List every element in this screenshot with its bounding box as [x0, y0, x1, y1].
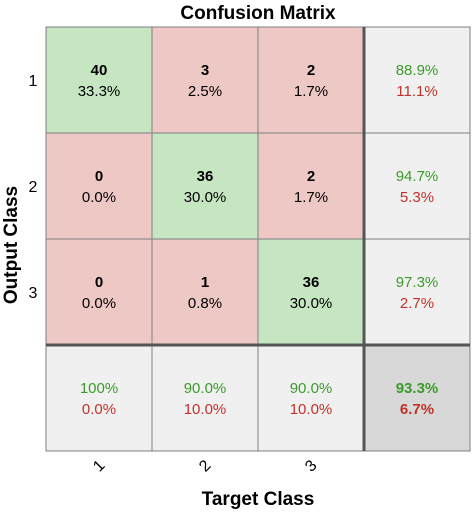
column-summary-incorrect: 10.0% [184, 401, 227, 418]
cell-percent: 1.7% [294, 83, 328, 100]
overall-correct: 93.3% [396, 380, 439, 397]
row-summary-cell [363, 238, 471, 346]
matrix-cell [151, 238, 259, 346]
cell-count: 36 [197, 168, 214, 185]
column-summary-cell [151, 344, 259, 452]
cell-count: 0 [95, 168, 103, 185]
column-summary-correct: 90.0% [290, 380, 333, 397]
cell-percent: 0.0% [82, 295, 116, 312]
chart-title: Confusion Matrix [180, 3, 336, 24]
cell-percent: 2.5% [188, 83, 222, 100]
matrix-grid: 40 33.3% 3 2.5% 2 1.7% 0 0.0% 36 30.0% 2 1.7% 0 0.0% 1… [45, 26, 471, 452]
matrix-cell [257, 132, 365, 240]
x-tick-label: 1 [90, 457, 108, 475]
cell-percent: 1.7% [294, 189, 328, 206]
row-summary-correct: 94.7% [396, 168, 439, 185]
matrix-cell [45, 238, 153, 346]
y-tick-label: 3 [29, 285, 38, 302]
matrix-cell [257, 238, 365, 346]
row-summary-correct: 97.3% [396, 274, 439, 291]
matrix-cell [257, 26, 365, 134]
x-tick-label: 3 [302, 457, 320, 475]
cell-count: 36 [303, 274, 320, 291]
cell-count: 1 [201, 274, 209, 291]
row-summary-incorrect: 2.7% [400, 295, 434, 312]
row-summary-cell [363, 132, 471, 240]
overall-incorrect: 6.7% [400, 401, 434, 418]
cell-percent: 0.8% [188, 295, 222, 312]
row-summary-incorrect: 11.1% [396, 83, 437, 100]
row-summary-incorrect: 5.3% [400, 189, 434, 206]
matrix-cell [45, 26, 153, 134]
matrix-cell [151, 132, 259, 240]
cell-percent: 33.3% [78, 83, 121, 100]
cell-count: 40 [91, 62, 108, 79]
matrix-cell [151, 26, 259, 134]
column-summary-cell [45, 344, 153, 452]
cell-count: 3 [201, 62, 209, 79]
column-summary-correct: 100% [80, 380, 118, 397]
column-summary-incorrect: 10.0% [290, 401, 333, 418]
cell-count: 2 [307, 62, 315, 79]
cell-percent: 30.0% [290, 295, 333, 312]
column-summary-correct: 90.0% [184, 380, 227, 397]
column-summary-cell [257, 344, 365, 452]
cell-count: 2 [307, 168, 315, 185]
column-summary-incorrect: 0.0% [82, 401, 116, 418]
y-tick-label: 2 [29, 179, 38, 196]
row-summary-correct: 88.9% [396, 62, 439, 79]
cell-percent: 0.0% [82, 189, 116, 206]
row-summary-cell [363, 26, 471, 134]
cell-count: 0 [95, 274, 103, 291]
overall-summary-cell [363, 344, 471, 452]
y-axis-label: Output Class [1, 186, 22, 304]
x-tick-label: 2 [196, 457, 214, 475]
cell-percent: 30.0% [184, 189, 227, 206]
y-tick-label: 1 [29, 73, 38, 90]
matrix-cell [45, 132, 153, 240]
x-axis-label: Target Class [202, 489, 315, 510]
